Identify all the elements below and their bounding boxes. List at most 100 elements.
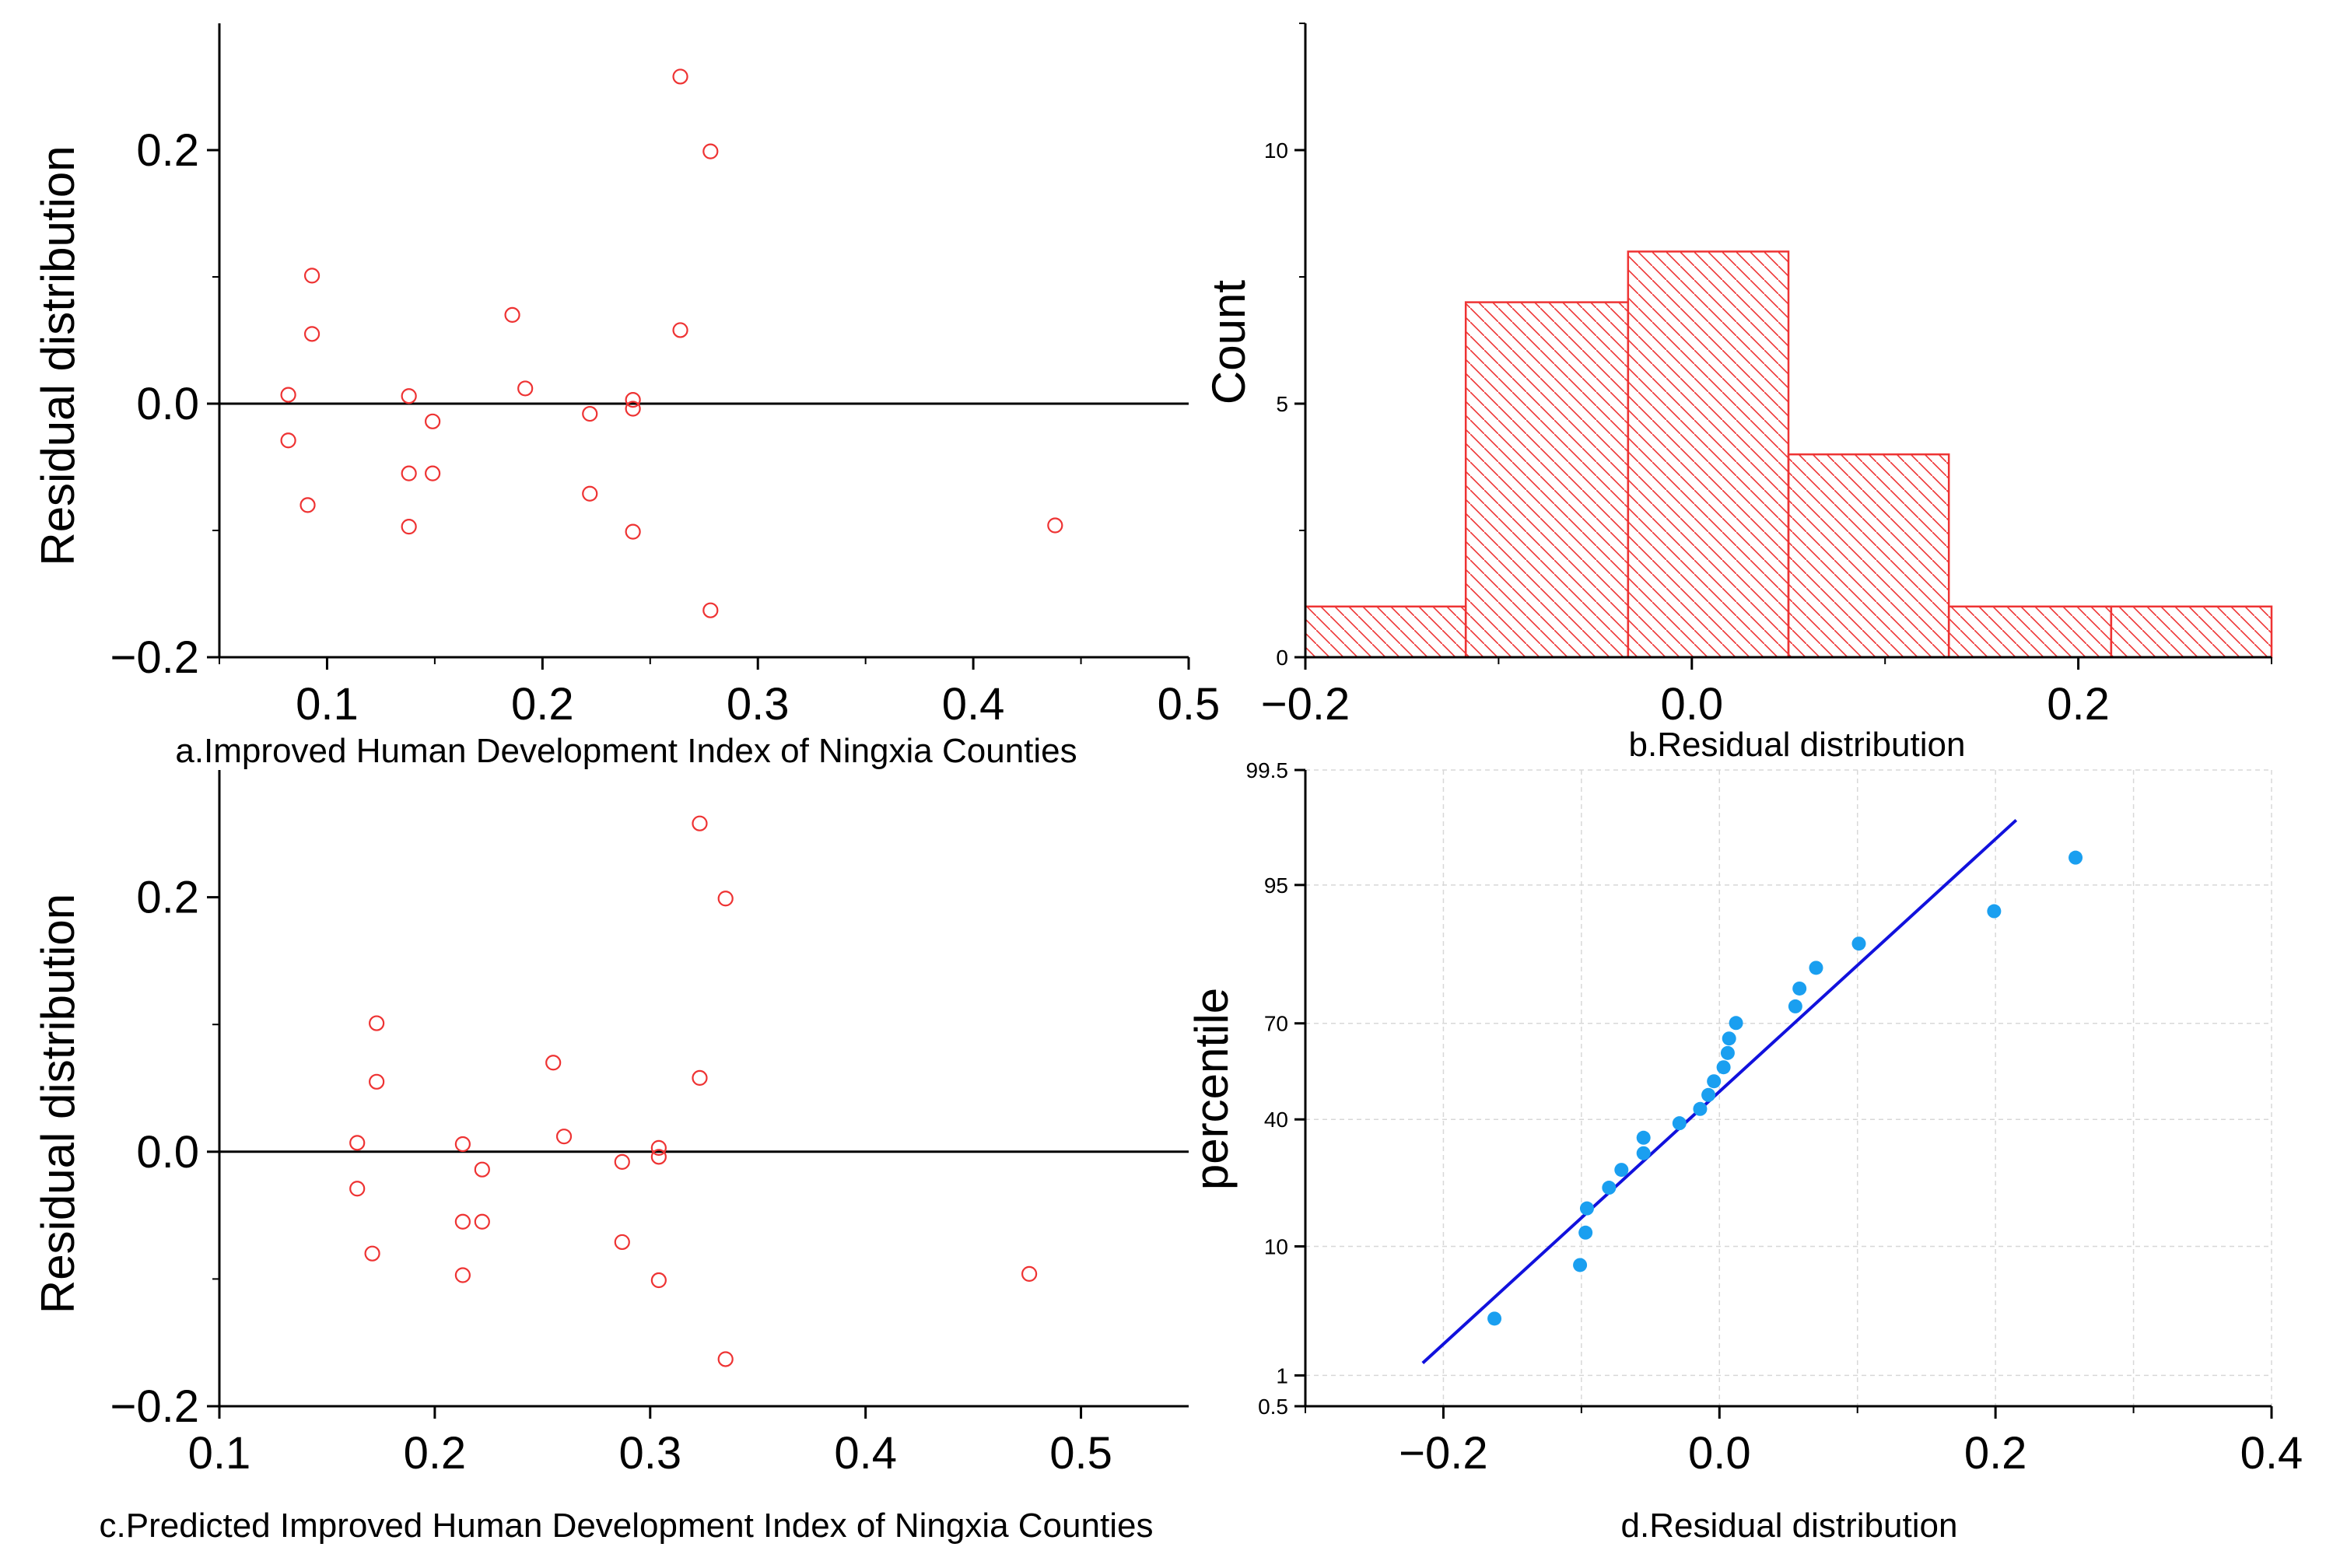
x-tick-label: 0.3 <box>618 1428 681 1479</box>
y-tick-label: 99.5 <box>1246 758 1289 782</box>
x-tick-label: 0.2 <box>2047 679 2110 730</box>
residual-point <box>717 1351 734 1367</box>
residual-point <box>650 1139 667 1156</box>
probability-point <box>1720 1045 1735 1060</box>
y-axis-title: Residual distribution <box>32 145 84 565</box>
y-tick-label: 95 <box>1264 873 1288 898</box>
residual-point <box>614 1153 630 1170</box>
histogram-bar <box>1627 250 1790 659</box>
residual-point <box>369 1015 385 1031</box>
x-tick-label: 0.0 <box>1688 1428 1751 1479</box>
residual-point <box>672 322 688 338</box>
y-tick-label: 70 <box>1264 1012 1288 1036</box>
residual-point <box>303 326 321 342</box>
y-tick-label: 10 <box>1264 138 1288 163</box>
probability-point <box>1987 904 2002 919</box>
residual-point <box>702 602 719 618</box>
x-tick-label: 0.4 <box>834 1428 897 1479</box>
residual-point <box>454 1136 471 1153</box>
residual-point <box>555 1129 573 1145</box>
residual-point <box>401 519 417 535</box>
histogram-bar <box>1464 301 1630 659</box>
x-tick-label: 0.4 <box>942 679 1005 730</box>
residual-point <box>692 815 708 831</box>
y-tick-label: 0.2 <box>136 125 199 176</box>
y-tick-label: 40 <box>1264 1108 1288 1132</box>
residual-point <box>504 306 520 323</box>
probability-point <box>1693 1101 1708 1116</box>
probability-point <box>1579 1201 1594 1216</box>
residual-point <box>280 387 296 403</box>
panel-caption: b.Residual distribution <box>1629 726 1966 764</box>
residual-point <box>401 465 417 481</box>
probability-point <box>1672 1116 1687 1131</box>
panel-c-scatter: −0.2 0.0 0.2 0.1 0.2 0.3 0.4 0.5 Residual distri… <box>32 770 1189 1545</box>
residual-point <box>625 523 641 540</box>
residual-point <box>517 380 534 397</box>
probability-point <box>1792 981 1807 996</box>
y-tick-label: 0.0 <box>136 1127 199 1178</box>
panel-b-histogram: 0 5 10 −0.2 0.0 0.2 Count b.Residual distributi… <box>1203 23 2273 764</box>
y-axis-title: percentile <box>1186 988 1238 1190</box>
probability-point <box>1578 1225 1593 1240</box>
probability-point <box>1636 1130 1651 1145</box>
panel-caption: c.Predicted Improved Human Development I… <box>100 1507 1154 1545</box>
panel-a-scatter: −0.2 0.0 0.2 0.1 0.2 0.3 0.4 0.5 Residual distri… <box>32 23 1220 770</box>
probability-point <box>1788 999 1802 1013</box>
probability-point <box>1487 1311 1502 1326</box>
residual-point <box>349 1181 366 1197</box>
residual-point <box>625 401 641 417</box>
x-tick-label: 0.2 <box>511 679 574 730</box>
y-tick-label: 0.5 <box>1258 1395 1288 1419</box>
probability-point <box>2069 850 2083 865</box>
x-tick-label: 0.1 <box>188 1428 251 1479</box>
x-tick-label: 0.1 <box>296 679 359 730</box>
probability-point <box>1716 1060 1731 1075</box>
probability-point <box>1636 1146 1651 1160</box>
residual-point <box>474 1161 490 1178</box>
residual-point <box>582 405 598 422</box>
y-tick-label: 1 <box>1276 1363 1288 1388</box>
residual-point <box>614 1234 630 1251</box>
residual-point <box>300 497 316 513</box>
residual-point <box>672 68 688 85</box>
residual-point <box>717 891 734 907</box>
probability-point <box>1809 961 1823 975</box>
x-tick-label: 0.5 <box>1158 679 1221 730</box>
x-tick-label: 0.0 <box>1660 679 1723 730</box>
x-tick-label: −0.2 <box>1261 679 1350 730</box>
residual-point <box>364 1245 380 1262</box>
y-tick-label: 10 <box>1264 1234 1288 1258</box>
residual-point <box>280 432 296 449</box>
histogram-bar <box>1304 605 1467 659</box>
probability-point <box>1701 1087 1716 1102</box>
x-tick-label: −0.2 <box>1399 1428 1488 1479</box>
probability-point <box>1707 1074 1722 1089</box>
residual-point <box>545 1055 562 1071</box>
x-tick-label: 0.3 <box>727 679 790 730</box>
residual-point <box>454 1267 471 1283</box>
histogram-bar <box>2110 605 2273 659</box>
residual-point <box>582 485 598 502</box>
histogram-bar <box>1787 453 1950 659</box>
residual-point <box>369 1073 385 1090</box>
x-tick-label: 0.5 <box>1049 1428 1112 1479</box>
probability-point <box>1729 1016 1743 1031</box>
panel-caption: d.Residual distribution <box>1621 1507 1958 1545</box>
normal-reference-line <box>1421 818 2018 1364</box>
y-tick-label: 0 <box>1276 646 1288 670</box>
panel-d-probability-plot: 0.5 1 10 40 70 95 99.5 −0.2 0.0 0.2 0.4 percentile d… <box>1186 758 2303 1545</box>
residual-point <box>650 1149 667 1165</box>
residual-point <box>349 1135 366 1151</box>
residual-point <box>425 413 441 429</box>
y-tick-label: −0.2 <box>110 1381 200 1432</box>
y-tick-label: 0.0 <box>136 379 199 429</box>
residual-point <box>692 1069 708 1087</box>
y-tick-label: 0.2 <box>136 873 199 923</box>
probability-point <box>1614 1163 1629 1178</box>
residual-point <box>702 143 719 159</box>
x-tick-label: 0.4 <box>2240 1428 2303 1479</box>
y-axis-title: Residual distribution <box>32 894 84 1314</box>
residual-point <box>474 1213 490 1230</box>
